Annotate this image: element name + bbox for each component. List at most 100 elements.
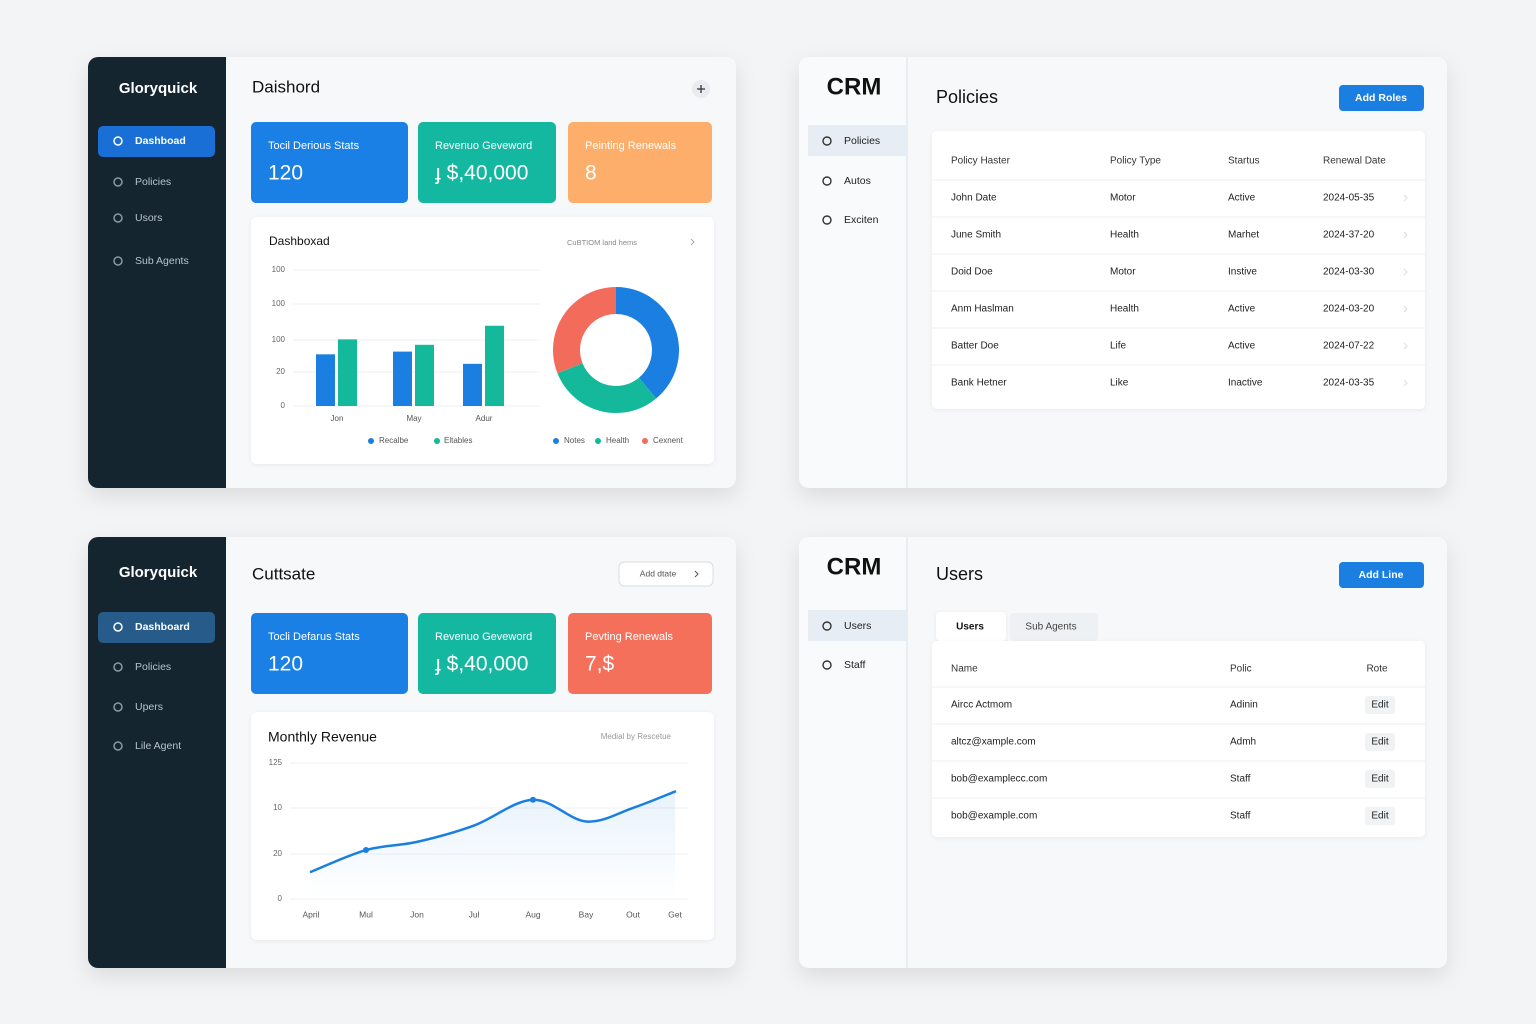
nav-item[interactable]: Dashboad bbox=[135, 135, 186, 147]
stat-card bbox=[568, 122, 712, 203]
panel: Gloryquick Dashboad Policies Usors Sub Agent… bbox=[88, 57, 736, 488]
legend-label: Cexnent bbox=[653, 436, 684, 445]
nav-item[interactable]: Policies bbox=[135, 176, 171, 188]
stat-label: Peinting Renewals bbox=[585, 140, 677, 152]
stat-card bbox=[251, 122, 408, 203]
x-tick-label: April bbox=[302, 909, 319, 919]
nav-icon bbox=[113, 136, 123, 146]
outline-button[interactable] bbox=[618, 561, 714, 587]
nav-active[interactable] bbox=[98, 612, 215, 643]
table-cell: 2024-03-30 bbox=[1323, 267, 1375, 278]
edit-button[interactable] bbox=[1365, 696, 1395, 714]
x-tick-label: Get bbox=[668, 909, 682, 919]
primary-button[interactable] bbox=[1339, 562, 1424, 588]
legend-dot bbox=[595, 438, 601, 444]
nav-active[interactable] bbox=[98, 126, 215, 157]
panel-content: Gloryquick Dashboard Policies Upers Lile Age… bbox=[88, 537, 714, 968]
nav-icon bbox=[822, 660, 832, 670]
nav-item[interactable]: Lile Agent bbox=[135, 740, 181, 752]
y-tick-label: 0 bbox=[281, 401, 286, 410]
brand: Gloryquick bbox=[119, 564, 198, 581]
tab-label[interactable]: Sub Agents bbox=[1025, 622, 1076, 633]
table-cell: Instive bbox=[1228, 267, 1257, 278]
button-label[interactable]: Add Line bbox=[1359, 569, 1404, 581]
edit-label[interactable]: Edit bbox=[1371, 700, 1388, 711]
nav-item[interactable]: Autos bbox=[844, 175, 871, 187]
nav-item[interactable]: Upers bbox=[135, 701, 163, 713]
legend-label: Eltables bbox=[444, 436, 472, 445]
button-label[interactable]: Add Roles bbox=[1355, 92, 1407, 104]
nav-icon bbox=[113, 702, 123, 712]
legend-dot bbox=[553, 438, 559, 444]
nav-item[interactable]: Staff bbox=[844, 659, 865, 671]
brand: CRM bbox=[827, 553, 882, 580]
table-cell: John Date bbox=[951, 193, 997, 204]
primary-button[interactable] bbox=[1339, 85, 1424, 111]
nav-item[interactable]: Exciten bbox=[844, 214, 879, 226]
sidebar bbox=[799, 57, 907, 488]
button-label[interactable]: Add dtate bbox=[640, 568, 677, 578]
table-cell: altcz@xample.com bbox=[951, 737, 1036, 748]
tab-label[interactable]: Users bbox=[956, 622, 984, 633]
edit-button[interactable] bbox=[1365, 733, 1395, 751]
tab-inactive[interactable] bbox=[1010, 613, 1098, 641]
edit-label[interactable]: Edit bbox=[1371, 737, 1388, 748]
stat-card bbox=[418, 613, 556, 694]
panel-content: CRM Policies Autos Exciten Policies Add Roles… bbox=[799, 57, 1425, 488]
stat-value: 120 bbox=[268, 653, 303, 676]
bar bbox=[393, 351, 412, 406]
bar bbox=[338, 339, 357, 406]
row-chevron bbox=[1403, 231, 1408, 239]
stat-card bbox=[418, 122, 556, 203]
edit-label[interactable]: Edit bbox=[1371, 774, 1388, 785]
panel-content: Gloryquick Dashboad Policies Usors Sub Agent… bbox=[88, 57, 714, 488]
nav-item[interactable]: Users bbox=[844, 620, 871, 632]
row-chevron bbox=[1403, 194, 1408, 202]
edit-button[interactable] bbox=[1365, 807, 1395, 825]
table-cell: bob@examplecc.com bbox=[951, 774, 1047, 785]
nav-item[interactable]: Usors bbox=[135, 212, 162, 224]
table-header: Startus bbox=[1228, 156, 1260, 167]
edit-button[interactable] bbox=[1365, 770, 1395, 788]
donut-slice bbox=[616, 287, 679, 399]
table-cell: Health bbox=[1110, 304, 1139, 315]
table-cell: 2024-03-35 bbox=[1323, 378, 1375, 389]
x-tick-label: Mul bbox=[359, 909, 373, 919]
table-cell: Inactive bbox=[1228, 378, 1263, 389]
nav-icon bbox=[113, 213, 123, 223]
sidebar bbox=[88, 57, 226, 488]
table-cell: Aircc Actmom bbox=[951, 700, 1012, 711]
nav-item[interactable]: Policies bbox=[135, 661, 171, 673]
table-cell: Admh bbox=[1230, 737, 1256, 748]
point bbox=[530, 796, 536, 803]
row-chevron bbox=[1403, 268, 1408, 276]
table-cell: 2024-07-22 bbox=[1323, 341, 1375, 352]
table-cell: Staff bbox=[1230, 774, 1251, 785]
nav-item[interactable]: Policies bbox=[844, 135, 880, 147]
stat-value: ɟ $,40,000 bbox=[435, 653, 528, 676]
nav-item[interactable]: Sub Agents bbox=[135, 255, 189, 267]
tab-active[interactable] bbox=[936, 612, 1006, 641]
nav-icon bbox=[113, 177, 123, 187]
x-tick-label: Adur bbox=[476, 414, 493, 423]
nav-active[interactable] bbox=[808, 610, 907, 641]
legend-label: Health bbox=[606, 436, 629, 445]
nav-active[interactable] bbox=[808, 125, 907, 156]
x-tick-label: May bbox=[406, 414, 421, 423]
chart-link[interactable]: CuBTIOM land hems bbox=[567, 238, 637, 247]
x-tick-label: Jul bbox=[469, 909, 480, 919]
page-title: Cuttsate bbox=[252, 564, 315, 583]
y-tick-label: 100 bbox=[272, 299, 286, 308]
table-cell: Bank Hetner bbox=[951, 378, 1007, 389]
edit-label[interactable]: Edit bbox=[1371, 811, 1388, 822]
table-card bbox=[932, 131, 1425, 409]
stat-card bbox=[251, 613, 408, 694]
table-header: Name bbox=[951, 664, 978, 675]
stat-value: 120 bbox=[268, 162, 303, 185]
table-header: Polic bbox=[1230, 664, 1252, 675]
panel-content: CRM Users Staff Users Add Line Users Sub Agent… bbox=[799, 537, 1425, 968]
nav-item[interactable]: Dashboard bbox=[135, 621, 190, 633]
table-cell: Doid Doe bbox=[951, 267, 993, 278]
table-cell: Adinin bbox=[1230, 700, 1258, 711]
legend-dot bbox=[434, 438, 440, 444]
